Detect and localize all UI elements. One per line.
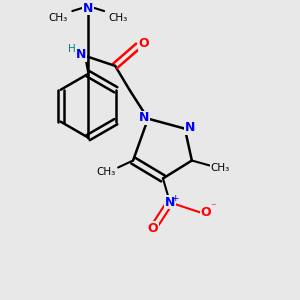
Text: H: H — [68, 44, 76, 54]
Text: ⁻: ⁻ — [210, 202, 216, 212]
Text: N: N — [139, 111, 149, 124]
Text: O: O — [200, 206, 211, 219]
Text: O: O — [148, 222, 158, 235]
Text: +: + — [171, 194, 179, 203]
Text: O: O — [139, 38, 149, 50]
Text: CH₃: CH₃ — [49, 13, 68, 23]
Text: CH₃: CH₃ — [109, 13, 128, 23]
Text: CH₃: CH₃ — [97, 167, 116, 178]
Text: N: N — [76, 48, 86, 62]
Text: N: N — [185, 121, 195, 134]
Text: CH₃: CH₃ — [210, 164, 230, 173]
Text: N: N — [165, 196, 175, 209]
Text: N: N — [83, 2, 93, 15]
